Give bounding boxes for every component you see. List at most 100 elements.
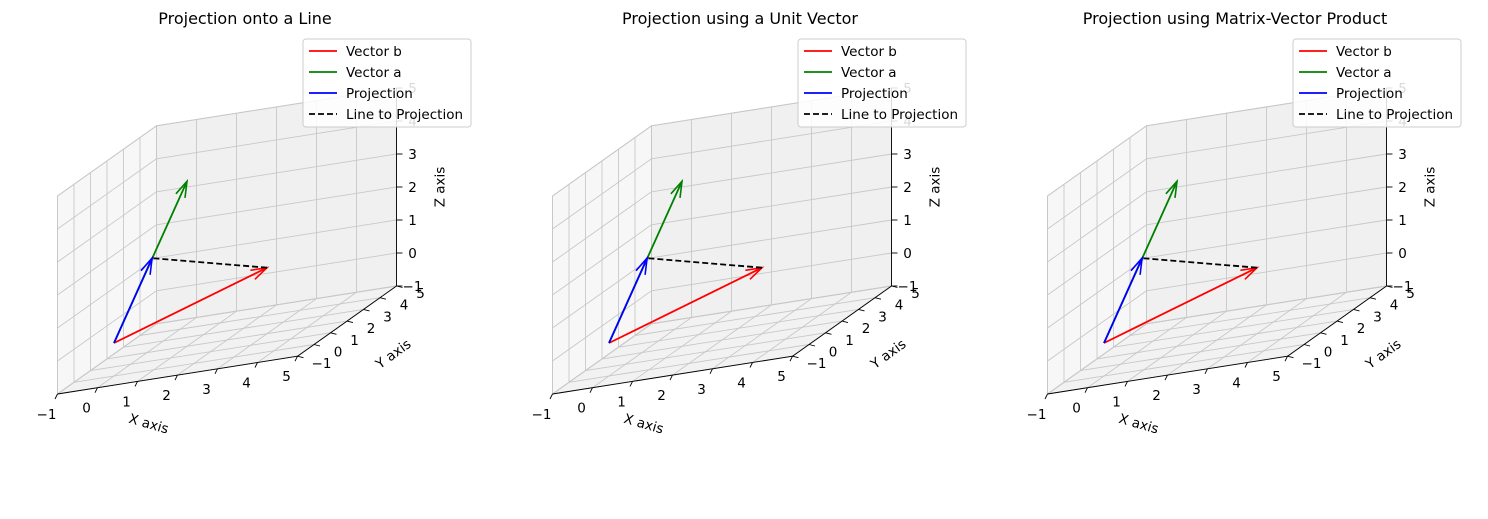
series-line-vector-b xyxy=(113,266,268,344)
x-tick-label: 3 xyxy=(697,382,706,398)
x-tick-label: 2 xyxy=(162,388,171,404)
legend-label: Line to Projection xyxy=(346,107,463,123)
y-tick-label: 3 xyxy=(878,309,887,325)
arrowhead-projection xyxy=(140,255,154,275)
z-tick-label: 1 xyxy=(408,213,417,229)
y-tick-label: 0 xyxy=(829,345,838,361)
gridline xyxy=(57,158,157,230)
gridline xyxy=(1047,125,1147,197)
legend-label: Vector b xyxy=(841,44,897,60)
y-tick xyxy=(1386,285,1393,288)
x-tick xyxy=(94,387,98,393)
legend: Vector b Vector a Projection Line to Projec… xyxy=(1292,38,1462,128)
y-tick-label: 2 xyxy=(862,321,871,337)
series-line-line-to-projection xyxy=(1142,257,1258,269)
y-tick xyxy=(792,355,799,359)
x-tick-label: 5 xyxy=(777,369,786,385)
x-tick-label: 0 xyxy=(577,401,586,417)
legend-label: Line to Projection xyxy=(841,107,958,123)
y-tick xyxy=(825,332,832,335)
z-tick-label: 3 xyxy=(903,147,912,163)
arrowhead-vector-a xyxy=(670,178,684,198)
y-tick-label: 1 xyxy=(845,333,854,349)
x-tick-label: 4 xyxy=(242,376,251,392)
x-tick-label: 1 xyxy=(1112,394,1121,410)
x-tick xyxy=(54,393,58,400)
x-tick-label: 3 xyxy=(1192,382,1201,398)
z-tick-label: 3 xyxy=(1398,147,1407,163)
legend-label: Projection xyxy=(1336,86,1403,102)
gridlines xyxy=(1047,87,1387,395)
legend-label: Vector b xyxy=(1336,44,1392,60)
series-line-to-projection xyxy=(647,257,763,269)
arrowhead-projection xyxy=(635,255,649,275)
legend-box xyxy=(302,38,472,128)
x-tick xyxy=(589,387,593,393)
x-tick xyxy=(254,362,258,368)
x-tick xyxy=(549,393,553,400)
y-axis-label: Y axis xyxy=(867,336,909,373)
legend-label: Vector a xyxy=(346,65,402,81)
y-tick-label: 4 xyxy=(400,298,409,314)
y-tick xyxy=(1353,308,1360,312)
chart-title: Projection using a Unit Vector xyxy=(622,9,858,28)
x-tick-label: 4 xyxy=(1232,376,1241,392)
x-tick-label: −1 xyxy=(532,407,552,423)
series-line-projection xyxy=(113,257,153,344)
series-projection xyxy=(608,255,649,344)
gridline xyxy=(1146,285,1387,325)
legend-label: Projection xyxy=(841,86,908,102)
x-tick-label: 0 xyxy=(1072,401,1081,417)
y-tick xyxy=(874,297,882,300)
y-tick-label: −1 xyxy=(807,356,827,372)
x-tick-label: −1 xyxy=(37,407,57,423)
y-tick xyxy=(1336,320,1344,324)
x-tick-label: 5 xyxy=(1272,369,1281,385)
x-axis-label: X axis xyxy=(622,411,665,438)
y-tick xyxy=(1369,297,1377,300)
x-tick-label: −1 xyxy=(1027,407,1047,423)
x-tick xyxy=(134,381,138,387)
series-line-projection xyxy=(1103,257,1143,344)
x-tick-label: 1 xyxy=(122,394,131,410)
z-tick-label: −1 xyxy=(1393,279,1413,295)
chart-title: Projection using Matrix-Vector Product xyxy=(1083,9,1388,28)
x-tick xyxy=(749,362,753,368)
legend: Vector b Vector a Projection Line to Projec… xyxy=(302,38,472,128)
x-tick xyxy=(174,374,178,381)
series-projection xyxy=(113,255,154,344)
x-tick xyxy=(214,368,218,375)
gridline xyxy=(139,297,381,336)
legend-label: Vector a xyxy=(841,65,897,81)
arrowhead-vector-a xyxy=(175,178,189,198)
z-tick-label: 3 xyxy=(408,147,417,163)
x-tick xyxy=(669,374,673,381)
series-line-to-projection xyxy=(1142,257,1258,269)
y-tick-label: 2 xyxy=(1357,321,1366,337)
z-tick-label: 0 xyxy=(903,246,912,262)
x-tick-label: 2 xyxy=(657,388,666,404)
gridline xyxy=(651,285,892,325)
y-tick-label: 5 xyxy=(911,286,920,302)
y-tick xyxy=(858,308,865,312)
z-tick-label: 2 xyxy=(903,180,912,196)
y-axis-label: Y axis xyxy=(1362,336,1404,373)
legend-label: Vector a xyxy=(1336,65,1392,81)
x-tick-label: 2 xyxy=(1152,388,1161,404)
z-tick-label: 1 xyxy=(1398,213,1407,229)
series-line-line-to-projection xyxy=(152,257,268,269)
x-axis-label: X axis xyxy=(127,411,170,438)
y-tick-label: 1 xyxy=(1340,333,1349,349)
y-tick-label: 3 xyxy=(1373,309,1382,325)
y-tick-label: 0 xyxy=(334,345,343,361)
x-tick xyxy=(1244,362,1248,368)
y-tick xyxy=(1320,332,1327,335)
y-tick xyxy=(379,297,387,300)
series-line-vector-b xyxy=(1103,266,1258,344)
y-tick xyxy=(346,320,354,324)
y-tick xyxy=(808,344,816,347)
x-tick-label: 5 xyxy=(282,369,291,385)
y-tick-label: −1 xyxy=(1302,356,1322,372)
